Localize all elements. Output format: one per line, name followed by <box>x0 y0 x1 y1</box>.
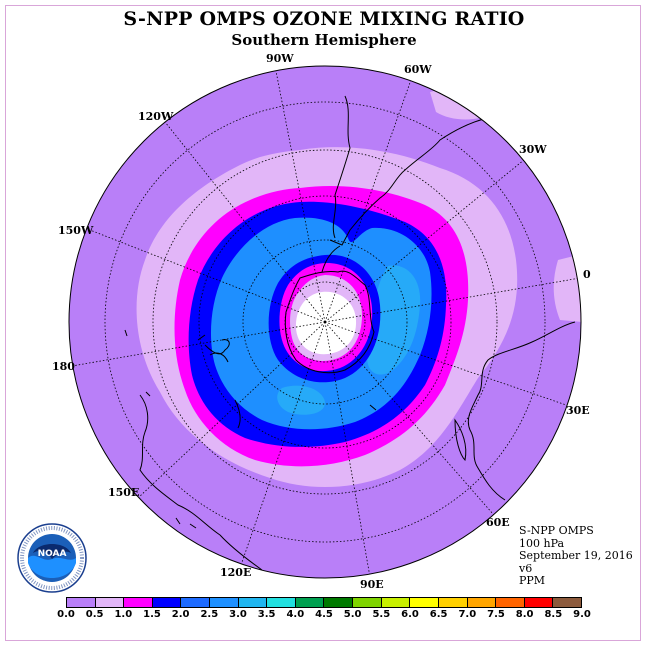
coast-new-zealand <box>197 334 229 363</box>
colorbar-swatch <box>95 598 125 607</box>
coast-africa <box>467 321 576 501</box>
colorbar-tick-label: 3.5 <box>257 609 276 620</box>
colorbar-swatch <box>238 598 268 607</box>
colorbar-swatch <box>353 598 382 607</box>
coast-antarctica <box>284 270 375 374</box>
colorbar-tick-label: 5.5 <box>372 609 391 620</box>
graticule <box>71 66 581 578</box>
lon-label-90e: 90E <box>360 578 384 591</box>
colorbar-swatch <box>324 598 354 607</box>
info-level: 100 hPa <box>519 536 565 550</box>
colorbar-tick-label: 2.5 <box>200 609 219 620</box>
colorbar-tick-label: 0.5 <box>85 609 104 620</box>
colorbar-swatch <box>496 598 525 607</box>
page-title: S-NPP OMPS OZONE MIXING RATIO <box>123 8 525 30</box>
ozone-patch-sky-east <box>367 265 421 375</box>
lon-label-30w: 30W <box>519 143 547 156</box>
lon-label-150w: 150W <box>58 224 94 237</box>
map-border <box>68 65 582 579</box>
colorbar-swatch <box>181 598 211 607</box>
colorbar-swatch <box>553 598 581 607</box>
colorbar-swatch <box>67 598 96 607</box>
colorbar-tick-label: 4.5 <box>315 609 333 620</box>
colorbar-swatch <box>524 598 554 607</box>
figure-frame <box>5 5 641 641</box>
lon-label-0: 0 <box>583 268 591 281</box>
ozone-patch-sky-west <box>277 385 326 415</box>
page-subtitle: Southern Hemisphere <box>231 31 417 49</box>
colorbar-tick-label: 4.0 <box>286 609 305 620</box>
colorbar-tick-label: 8.0 <box>515 609 534 620</box>
coast-australia <box>139 339 263 571</box>
colorbar-swatch <box>210 598 239 607</box>
lon-label-60e: 60E <box>486 516 510 529</box>
colorbar-swatch <box>467 598 497 607</box>
info-version: v6 <box>519 561 533 575</box>
coast-antarctic-peninsula <box>321 245 341 273</box>
colorbar-tick-label: 1.0 <box>114 609 133 620</box>
info-block: S-NPP OMPS 100 hPa September 19, 2016 v6… <box>519 524 633 588</box>
info-units: PPM <box>519 574 546 587</box>
ozone-patch-light-e <box>553 254 581 322</box>
colorbar-tick-label: 7.0 <box>458 609 477 620</box>
lon-label-150e: 150E <box>108 486 140 499</box>
colorbar-tick-label: 7.5 <box>487 609 505 620</box>
lon-label-120e: 120E <box>220 566 252 579</box>
colorbar-tick-label: 1.5 <box>143 609 161 620</box>
colorbar-tick-label: 9.0 <box>573 609 591 620</box>
colorbar-swatch <box>438 598 468 607</box>
lon-label-60w: 60W <box>404 63 432 76</box>
colorbar-tick-labels: 0.0 0.5 1.0 1.5 2.0 2.5 3.0 3.5 4.0 4.5 5.0 5.5 6.0 6… <box>57 609 591 623</box>
colorbar-tick-label: 0.0 <box>57 609 75 620</box>
coastlines <box>124 95 576 571</box>
colorbar-tick-label: 3.0 <box>229 609 247 620</box>
svg-text:NOAA: NOAA <box>38 549 67 559</box>
coast-islands <box>124 329 377 529</box>
noaa-logo: NOAA <box>17 523 87 593</box>
colorbar-tick-label: 6.0 <box>401 609 419 620</box>
colorbar-tick-label: 6.5 <box>429 609 448 620</box>
lon-label-30e: 30E <box>566 404 590 417</box>
colorbar-swatch <box>295 598 325 607</box>
colorbar <box>66 597 582 608</box>
colorbar-tick-label: 2.0 <box>171 609 190 620</box>
lon-label-90w: 90W <box>266 52 294 65</box>
colorbar-tick-label: 8.5 <box>544 609 563 620</box>
colorbar-swatch <box>381 598 411 607</box>
info-date: September 19, 2016 <box>519 549 633 562</box>
coast-madagascar <box>454 418 467 462</box>
colorbar-swatch <box>124 598 153 607</box>
colorbar-swatch <box>152 598 182 607</box>
colorbar-tick-label: 5.0 <box>343 609 362 620</box>
lon-label-120w: 120W <box>138 110 174 123</box>
colorbar-swatch <box>410 598 439 607</box>
lon-label-180: 180 <box>52 360 75 373</box>
colorbar-swatch <box>267 598 296 607</box>
info-instrument: S-NPP OMPS <box>519 524 594 537</box>
